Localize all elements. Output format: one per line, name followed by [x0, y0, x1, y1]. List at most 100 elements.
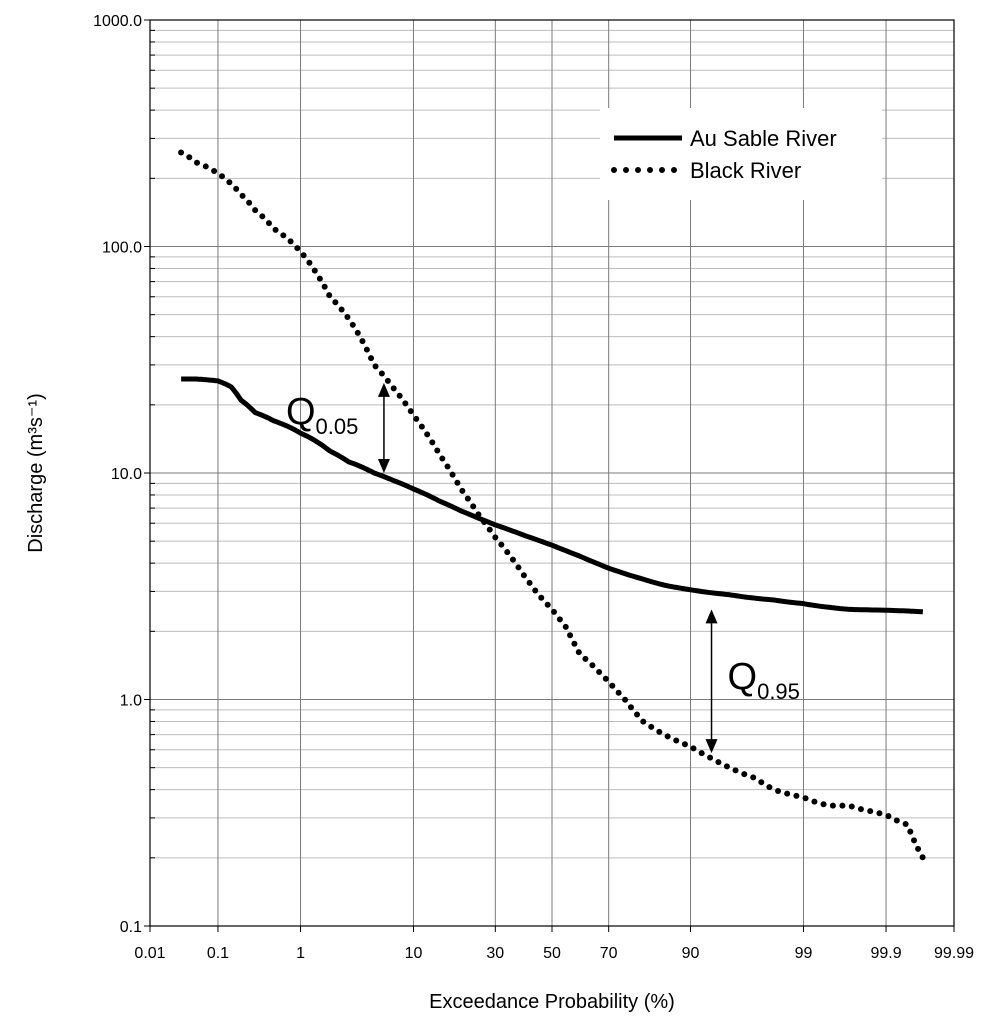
series-dot — [664, 733, 671, 740]
series-dot — [186, 154, 193, 161]
series-dot — [876, 810, 883, 817]
series-dot — [280, 232, 287, 239]
series-dot — [459, 487, 466, 494]
series-dot — [829, 802, 836, 809]
series-dot — [839, 802, 846, 809]
series-dot — [498, 541, 505, 548]
legend-swatch-black-river — [611, 167, 677, 173]
series-dot — [344, 313, 351, 320]
series-dot — [715, 759, 722, 766]
series-dot — [615, 689, 622, 696]
series-dot — [449, 471, 456, 478]
series-dot — [294, 245, 301, 252]
series-dot — [848, 803, 855, 810]
series-dot — [567, 632, 574, 639]
series-dot — [265, 220, 272, 227]
series-dot — [589, 662, 596, 669]
legend-box — [600, 108, 882, 200]
series-dot — [571, 640, 578, 647]
series-dot — [464, 495, 471, 502]
series-dot — [402, 400, 409, 407]
series-dot — [316, 275, 323, 282]
series-dot — [784, 790, 791, 797]
y-tick-label: 100.0 — [102, 240, 142, 257]
series-dot — [470, 503, 477, 510]
series-dot — [492, 534, 499, 541]
series-dot — [526, 579, 533, 586]
series-dot — [857, 806, 864, 813]
series-dot — [750, 774, 757, 781]
x-tick-label: 70 — [600, 945, 618, 962]
series-dot — [707, 754, 714, 761]
series-dot — [504, 549, 511, 556]
legend-dot — [659, 167, 665, 173]
series-dot — [211, 167, 218, 174]
series-dot — [910, 837, 917, 844]
arrow-head-down-icon — [377, 459, 390, 473]
series-dot — [885, 813, 892, 820]
annotation-layer: Q0.05 Q0.95 — [286, 382, 800, 754]
series-dot — [741, 771, 748, 778]
series-dot — [178, 149, 185, 156]
series-dot — [766, 784, 773, 791]
series-dot — [246, 199, 253, 206]
annotation-label: Q0.95 — [728, 656, 800, 704]
legend-dot — [647, 167, 653, 173]
series-dot — [820, 801, 827, 808]
series-dot — [538, 594, 545, 601]
annotation-0.05: Q0.05 — [286, 382, 390, 473]
legend-label-black-river: Black River — [690, 158, 801, 183]
x-tick-label: 30 — [486, 945, 504, 962]
series-dot — [915, 845, 922, 852]
series-dot — [332, 299, 339, 306]
series-dot — [444, 463, 451, 470]
legend-label-au-sable: Au Sable River — [690, 126, 837, 151]
y-tick-label: 1000.0 — [93, 13, 142, 30]
series-dot — [562, 623, 569, 630]
series-dot — [424, 431, 431, 438]
legend-dot — [611, 167, 617, 173]
series-dot — [775, 787, 782, 794]
x-tick-label: 99.9 — [870, 945, 901, 962]
series-dot — [602, 675, 609, 682]
series-dot — [378, 370, 385, 377]
series-dot — [681, 741, 688, 748]
series-dot — [354, 329, 361, 336]
series-dot — [252, 207, 259, 214]
series-dot — [515, 564, 522, 571]
series-layer — [178, 149, 926, 861]
series-dot — [384, 377, 391, 384]
series-dot — [475, 511, 482, 518]
series-dot — [575, 649, 582, 656]
series-dot — [532, 587, 539, 594]
arrow-head-up-icon — [377, 382, 390, 397]
series-dot — [520, 572, 527, 579]
series-dot — [902, 821, 909, 828]
series-dot — [648, 723, 655, 730]
series-dot — [802, 795, 809, 802]
series-dot — [793, 792, 800, 799]
annotation-0.95: Q0.95 — [705, 609, 800, 754]
series-dot — [634, 711, 641, 718]
series-dot — [287, 238, 294, 245]
legend: Au Sable River Black River — [600, 108, 882, 200]
series-dot — [550, 608, 557, 615]
x-tick-label: 1 — [296, 945, 305, 962]
series-dot — [609, 682, 616, 689]
series-dot — [359, 338, 366, 345]
series-dot — [732, 767, 739, 774]
tick-layer — [144, 19, 955, 932]
series-dot — [439, 455, 446, 462]
series-dot — [413, 415, 420, 422]
series-dot — [434, 447, 441, 454]
series-line-au-sable-river — [180, 376, 924, 615]
series-dot — [622, 696, 629, 703]
x-tick-labels: 0.01 0.1 1 10 30 50 70 90 99 99.9 99.99 — [134, 945, 974, 962]
legend-dot — [671, 167, 677, 173]
x-tick-label: 50 — [543, 945, 561, 962]
series-dot — [907, 828, 914, 835]
series-dot — [640, 718, 647, 725]
legend-dot — [623, 167, 629, 173]
series-dot — [509, 556, 516, 563]
arrow-head-down-icon — [705, 739, 718, 754]
